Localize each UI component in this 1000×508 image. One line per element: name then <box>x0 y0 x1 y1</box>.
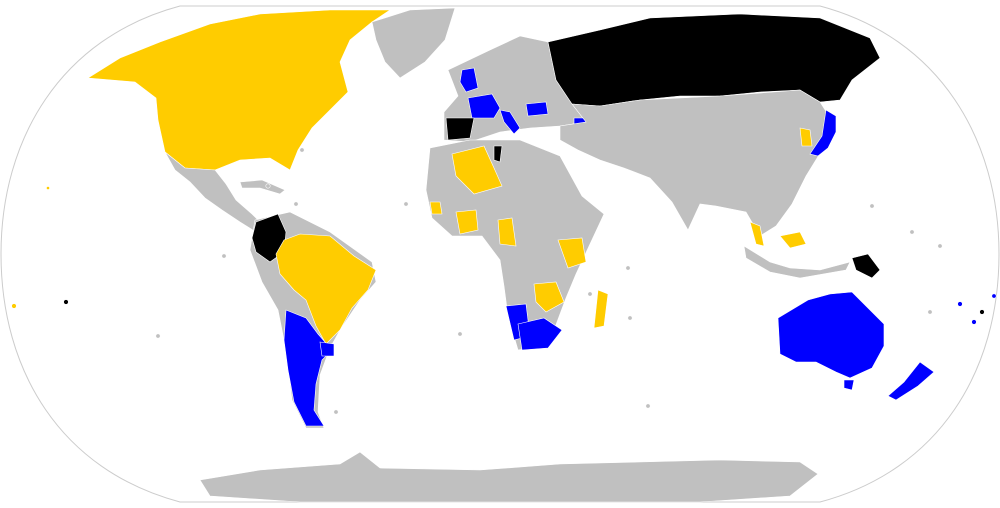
island <box>299 147 305 153</box>
brazil <box>275 233 377 345</box>
indonesia <box>743 245 851 279</box>
island <box>937 243 943 249</box>
island <box>625 265 631 271</box>
island <box>221 253 227 259</box>
island <box>979 309 985 315</box>
island <box>403 201 409 207</box>
algeria <box>451 145 503 195</box>
south-korea <box>799 127 813 147</box>
france <box>467 93 501 119</box>
antarctica <box>199 451 819 503</box>
island <box>265 183 271 189</box>
madagascar <box>593 289 609 329</box>
island <box>333 409 339 415</box>
south-africa <box>517 317 563 351</box>
island <box>957 301 963 307</box>
nigeria <box>455 209 479 235</box>
greenland <box>371 7 456 79</box>
romania <box>525 101 549 117</box>
tasmania <box>843 379 855 391</box>
asia <box>559 89 835 237</box>
island <box>63 299 69 305</box>
ghana <box>429 201 443 215</box>
island <box>909 229 915 235</box>
new-zealand <box>887 361 935 401</box>
united-kingdom <box>459 67 479 93</box>
thailand <box>749 221 765 247</box>
tunisia <box>493 145 503 163</box>
australia <box>777 291 885 379</box>
island <box>869 203 875 209</box>
japan <box>809 109 837 157</box>
island <box>627 315 633 321</box>
italy <box>499 109 521 135</box>
islands <box>11 147 997 415</box>
island <box>587 291 593 297</box>
cameroon <box>497 217 517 247</box>
canada-usa <box>87 9 391 171</box>
island <box>991 293 997 299</box>
papua-new-guinea <box>851 253 881 279</box>
island <box>46 186 50 190</box>
island <box>645 403 651 409</box>
island <box>293 201 299 207</box>
island <box>927 309 933 315</box>
island <box>155 333 161 339</box>
argentina-chile <box>283 309 333 427</box>
island <box>457 331 463 337</box>
island <box>971 319 977 325</box>
caribbean <box>239 179 286 195</box>
malaysia <box>779 231 807 249</box>
uruguay <box>319 341 335 357</box>
kenya-tanzania <box>557 237 587 269</box>
island <box>11 303 17 309</box>
zambia-zimbabwe <box>533 281 565 313</box>
spain <box>445 117 475 141</box>
